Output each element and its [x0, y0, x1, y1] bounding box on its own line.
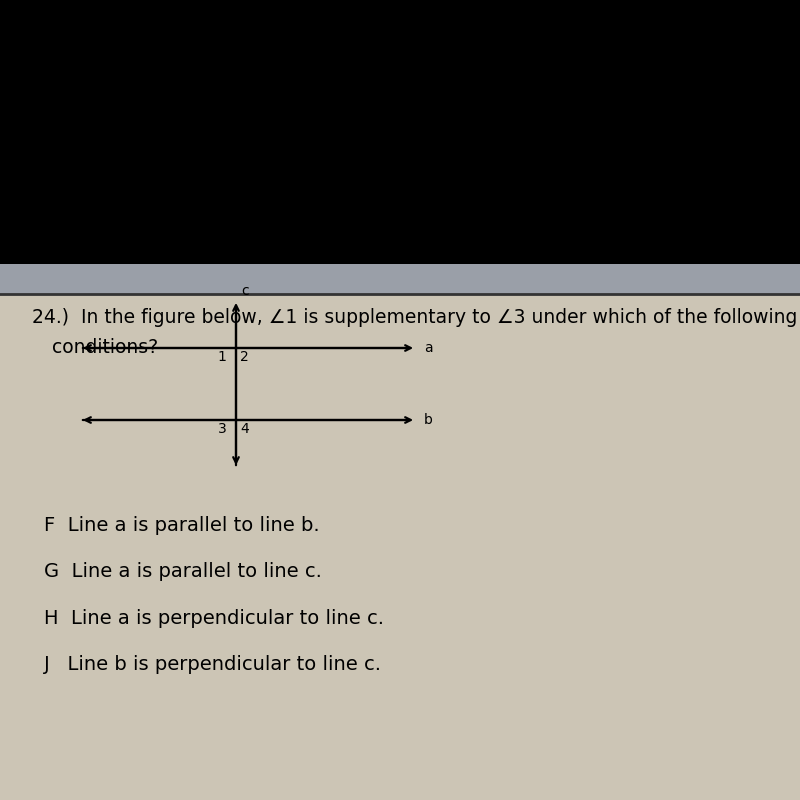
- Text: 4: 4: [240, 422, 249, 437]
- Text: c: c: [242, 284, 250, 298]
- Bar: [0, 0, 800, 264]
- Bar: [0, 264, 800, 294]
- Text: 3: 3: [218, 422, 226, 437]
- Text: 24.)  In the figure below, ∠1 is supplementary to ∠3 under which of the followin: 24.) In the figure below, ∠1 is suppleme…: [32, 308, 798, 327]
- Bar: [0, 294, 800, 800]
- Text: conditions?: conditions?: [52, 338, 158, 358]
- Text: 1: 1: [218, 350, 226, 365]
- Text: G  Line a is parallel to line c.: G Line a is parallel to line c.: [44, 562, 322, 582]
- Text: J   Line b is perpendicular to line c.: J Line b is perpendicular to line c.: [44, 655, 382, 674]
- Text: a: a: [424, 341, 433, 355]
- Text: H  Line a is perpendicular to line c.: H Line a is perpendicular to line c.: [44, 609, 384, 628]
- Text: F  Line a is parallel to line b.: F Line a is parallel to line b.: [44, 516, 320, 535]
- Text: 2: 2: [240, 350, 249, 365]
- Text: b: b: [424, 413, 433, 427]
